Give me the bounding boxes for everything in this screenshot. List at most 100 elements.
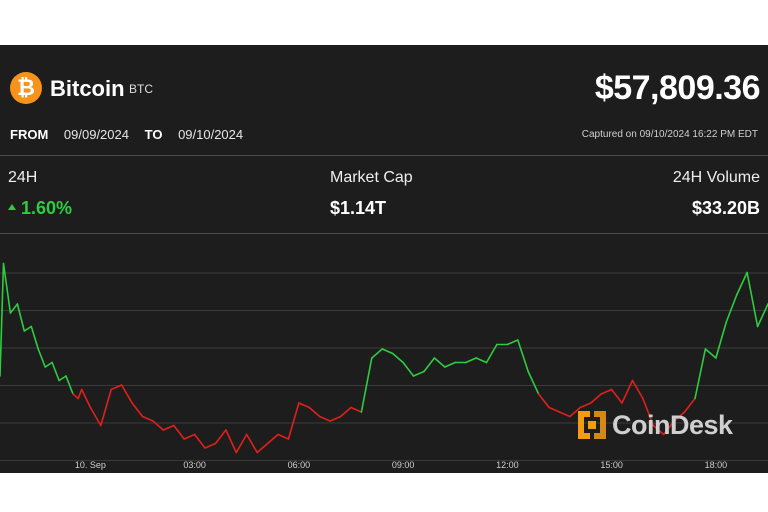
price-line-segment (662, 420, 676, 436)
price-line-segment (516, 339, 530, 373)
price-line-segment (77, 388, 83, 400)
price-line-segment (318, 415, 331, 422)
price-line-segment (204, 442, 217, 449)
price-line-segment (183, 433, 196, 440)
price-line-segment (631, 379, 644, 400)
price-line-segment (120, 384, 133, 404)
price-line-segment (152, 420, 165, 431)
price-line-segment (746, 271, 759, 328)
price-line-segment (506, 339, 519, 346)
price-line-segment (23, 325, 33, 332)
price-line-segment (30, 325, 40, 350)
from-date: 09/09/2024 (63, 127, 129, 142)
price-line-segment (245, 433, 259, 454)
price-line-segment (423, 357, 436, 373)
price-line-segment (51, 361, 60, 382)
price-line-segment (2, 262, 12, 314)
price-line-segment (37, 348, 47, 368)
price-line-segment (433, 357, 446, 368)
x-tick-label: 10. Sep (75, 460, 106, 470)
price-line-segment (141, 415, 154, 422)
price-line-segment (329, 415, 342, 422)
price-line-segment (756, 303, 768, 328)
change-label: 24H (8, 169, 38, 186)
price-line-segment (621, 379, 634, 404)
price-line-segment (652, 424, 665, 436)
price-line-segment (402, 361, 415, 377)
price-line-segment (381, 348, 394, 355)
price-line-segment (579, 402, 592, 409)
price-line-segment (72, 393, 79, 400)
coindesk-watermark: CoinDesk (576, 409, 733, 441)
price-line-segment (287, 402, 300, 440)
price-line-segment (235, 433, 248, 454)
price-card: ₿ Bitcoin BTC $57,809.36 FROM 09/09/2024… (0, 45, 768, 473)
coindesk-logo-icon (578, 411, 606, 439)
price-line-segment (589, 393, 603, 404)
date-range: FROM 09/09/2024 TO 09/10/2024 (10, 127, 251, 142)
watermark-text: CoinDesk (612, 409, 733, 440)
price-line-segment (80, 388, 92, 409)
price-line-segment (131, 402, 144, 418)
x-tick-label: 18:00 (705, 460, 728, 470)
price-line-segment (610, 388, 623, 404)
price-line-segment (370, 348, 384, 359)
price-line-segment (298, 402, 311, 409)
price-line-segment (485, 343, 498, 364)
price-line-segment (537, 393, 550, 409)
price-line-segment (600, 388, 613, 395)
price-line-segment (110, 384, 123, 391)
x-tick-label: 03:00 (183, 460, 206, 470)
to-date: 09/10/2024 (178, 127, 244, 142)
price-line-segment (277, 433, 290, 440)
up-arrow-icon (8, 204, 16, 211)
price-line-segment (65, 375, 74, 395)
price-line-segment (642, 397, 655, 427)
price-line-segment (683, 397, 696, 413)
price-line-segment (673, 411, 686, 422)
price-line-segment (464, 357, 477, 364)
x-tick-label: 12:00 (496, 460, 519, 470)
volume-value: $33.20B (691, 198, 760, 218)
price-line-segment (715, 321, 728, 359)
price-line-segment (256, 442, 269, 454)
price-line-segment (58, 375, 67, 382)
price-line-segment (735, 271, 748, 296)
price-line-segment (9, 303, 19, 314)
price-chart: 10. Sep 03:00 06:00 09:00 12:00 15:00 18:00 (0, 262, 768, 470)
x-axis-ticks: 10. Sep 03:00 06:00 09:00 12:00 15:00 18:00 (75, 460, 727, 470)
x-tick-label: 09:00 (392, 460, 415, 470)
divider-bottom (0, 233, 768, 234)
price-line-segment (475, 357, 488, 364)
price-line-segment (308, 406, 321, 418)
captured-timestamp: Captured on 09/10/2024 16:22 PM EDT (581, 129, 758, 140)
change-value: 1.60% (21, 198, 73, 218)
price-line (0, 262, 768, 454)
price-line-segment (412, 370, 425, 377)
price-line-segment (694, 348, 707, 400)
market-cap-value: $1.14T (330, 198, 387, 218)
price-line-segment (214, 429, 227, 445)
price-line-segment (266, 433, 279, 445)
volume-label: 24H Volume (672, 169, 760, 186)
price-line-segment (100, 388, 112, 427)
price-line-segment (339, 406, 352, 418)
coin-symbol: BTC (129, 82, 153, 96)
price-line-segment (569, 406, 582, 418)
price-line-segment (360, 357, 373, 413)
price-line-segment (704, 348, 717, 359)
divider-top (0, 155, 768, 156)
coin-name: Bitcoin (50, 76, 125, 101)
market-cap-label: Market Cap (330, 169, 413, 186)
x-tick-label: 06:00 (288, 460, 311, 470)
price-line-segment (558, 411, 571, 418)
price-line-segment (16, 303, 26, 332)
price-line-segment (225, 429, 238, 454)
price-line-segment (548, 406, 561, 413)
price-line-segment (193, 433, 206, 449)
price-line-segment (162, 424, 175, 431)
price-line-segment (173, 424, 185, 440)
price-line-segment (443, 361, 457, 368)
bitcoin-logo-icon: ₿ (10, 72, 42, 104)
to-label: TO (144, 127, 163, 142)
